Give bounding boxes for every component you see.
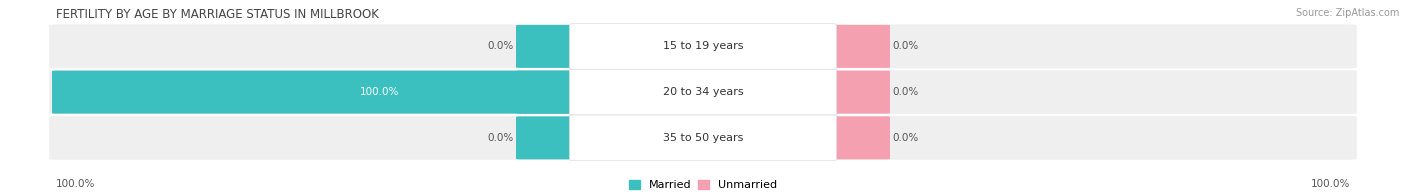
Text: 0.0%: 0.0% <box>893 133 920 143</box>
FancyBboxPatch shape <box>49 24 1357 68</box>
FancyBboxPatch shape <box>52 71 707 114</box>
Text: 0.0%: 0.0% <box>893 41 920 51</box>
Text: Source: ZipAtlas.com: Source: ZipAtlas.com <box>1295 8 1399 18</box>
FancyBboxPatch shape <box>49 116 1357 160</box>
Text: 0.0%: 0.0% <box>893 87 920 97</box>
Text: 35 to 50 years: 35 to 50 years <box>662 133 744 143</box>
Text: 0.0%: 0.0% <box>486 133 513 143</box>
FancyBboxPatch shape <box>569 69 837 115</box>
FancyBboxPatch shape <box>516 25 581 68</box>
Text: 15 to 19 years: 15 to 19 years <box>662 41 744 51</box>
Legend: Married, Unmarried: Married, Unmarried <box>630 180 776 191</box>
FancyBboxPatch shape <box>825 116 890 159</box>
FancyBboxPatch shape <box>825 25 890 68</box>
FancyBboxPatch shape <box>569 115 837 161</box>
FancyBboxPatch shape <box>569 24 837 69</box>
Text: 100.0%: 100.0% <box>1310 179 1350 189</box>
Text: 20 to 34 years: 20 to 34 years <box>662 87 744 97</box>
Text: FERTILITY BY AGE BY MARRIAGE STATUS IN MILLBROOK: FERTILITY BY AGE BY MARRIAGE STATUS IN M… <box>56 8 380 21</box>
FancyBboxPatch shape <box>516 116 581 159</box>
Text: 100.0%: 100.0% <box>56 179 96 189</box>
FancyBboxPatch shape <box>49 70 1357 114</box>
Text: 100.0%: 100.0% <box>360 87 399 97</box>
FancyBboxPatch shape <box>825 71 890 114</box>
FancyBboxPatch shape <box>516 71 581 114</box>
Text: 0.0%: 0.0% <box>486 41 513 51</box>
